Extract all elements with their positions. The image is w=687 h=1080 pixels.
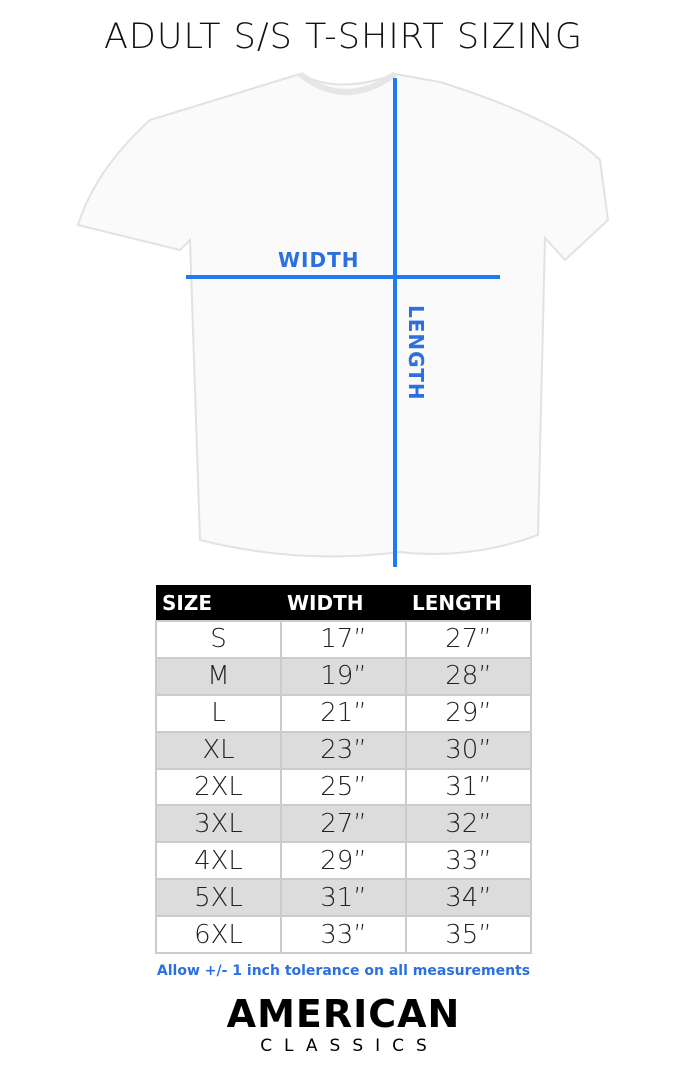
cell-width: 33” — [280, 915, 407, 955]
header-size: SIZE — [156, 585, 281, 621]
cell-width: 23” — [280, 730, 407, 770]
tshirt-collar — [298, 71, 397, 95]
logo-american: AMERICAN — [226, 992, 461, 1036]
cell-size: M — [155, 656, 282, 696]
cell-length: 31” — [405, 767, 532, 807]
tshirt-diagram — [76, 71, 610, 567]
cell-width: 31” — [280, 878, 407, 918]
cell-length: 29” — [405, 693, 532, 733]
cell-width: 19” — [280, 656, 407, 696]
cell-width: 17” — [280, 620, 407, 659]
cell-size: 3XL — [155, 804, 282, 844]
cell-size: 2XL — [155, 767, 282, 807]
header-length: LENGTH — [406, 585, 531, 621]
cell-width: 27” — [280, 804, 407, 844]
cell-size: 6XL — [155, 915, 282, 955]
table-row: M 19” 28” — [155, 656, 532, 696]
page-title: ADULT S/S T-SHIRT SIZING — [103, 17, 584, 57]
table-row: 4XL 29” 33” — [155, 841, 532, 881]
size-table: SIZE WIDTH LENGTH S 17” 27” M 19” 28” L 21” 29” X… — [155, 585, 532, 955]
table-header: SIZE WIDTH LENGTH — [156, 585, 531, 621]
cell-length: 28” — [405, 656, 532, 696]
cell-length: 35” — [405, 915, 532, 955]
table-row: 2XL 25” 31” — [155, 767, 532, 807]
cell-width: 29” — [280, 841, 407, 881]
table-row: 5XL 31” 34” — [155, 878, 532, 918]
cell-length: 33” — [405, 841, 532, 881]
cell-size: XL — [155, 730, 282, 770]
cell-width: 21” — [280, 693, 407, 733]
length-label: LENGTH — [404, 305, 428, 401]
tshirt-image — [76, 72, 610, 558]
tolerance-note: Allow +/- 1 inch tolerance on all measur… — [156, 963, 531, 979]
cell-size: 4XL — [155, 841, 282, 881]
cell-length: 32” — [405, 804, 532, 844]
header-width: WIDTH — [281, 585, 406, 621]
cell-length: 30” — [405, 730, 532, 770]
table-row: XL 23” 30” — [155, 730, 532, 770]
cell-size: L — [155, 693, 282, 733]
cell-length: 34” — [405, 878, 532, 918]
table-row: 6XL 33” 35” — [155, 915, 532, 955]
cell-width: 25” — [280, 767, 407, 807]
logo-classics: CLASSICS — [260, 1036, 439, 1056]
width-label: WIDTH — [278, 248, 360, 272]
cell-size: 5XL — [155, 878, 282, 918]
table-row: 3XL 27” 32” — [155, 804, 532, 844]
table-row: S 17” 27” — [155, 620, 532, 659]
cell-length: 27” — [405, 620, 532, 659]
cell-size: S — [155, 620, 282, 659]
table-row: L 21” 29” — [155, 693, 532, 733]
